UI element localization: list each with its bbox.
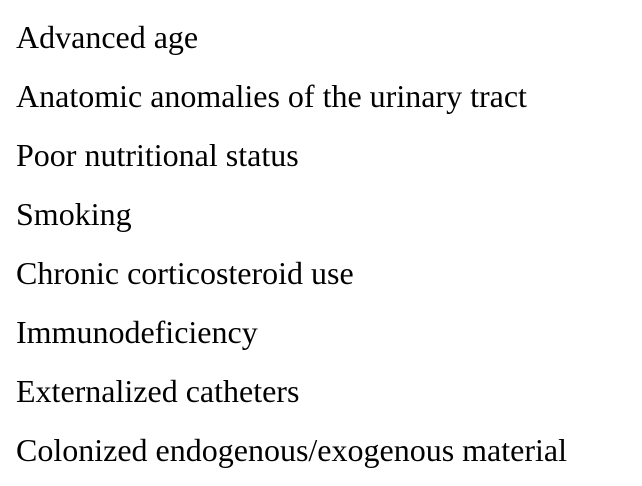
risk-factor-list: Advanced age Anatomic anomalies of the u…: [16, 8, 567, 480]
list-item: Chronic corticosteroid use: [16, 255, 354, 291]
list-item: Externalized catheters: [16, 373, 300, 409]
list-item: Poor nutritional status: [16, 137, 299, 173]
list-item: Anatomic anomalies of the urinary tract: [16, 78, 527, 114]
list-item: Colonized endogenous/exogenous material: [16, 432, 567, 468]
list-item: Smoking: [16, 196, 132, 232]
list-item: Advanced age: [16, 19, 199, 55]
list-item: Immunodeficiency: [16, 314, 258, 350]
